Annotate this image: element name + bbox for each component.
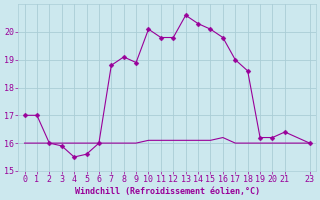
X-axis label: Windchill (Refroidissement éolien,°C): Windchill (Refroidissement éolien,°C) [75, 187, 260, 196]
